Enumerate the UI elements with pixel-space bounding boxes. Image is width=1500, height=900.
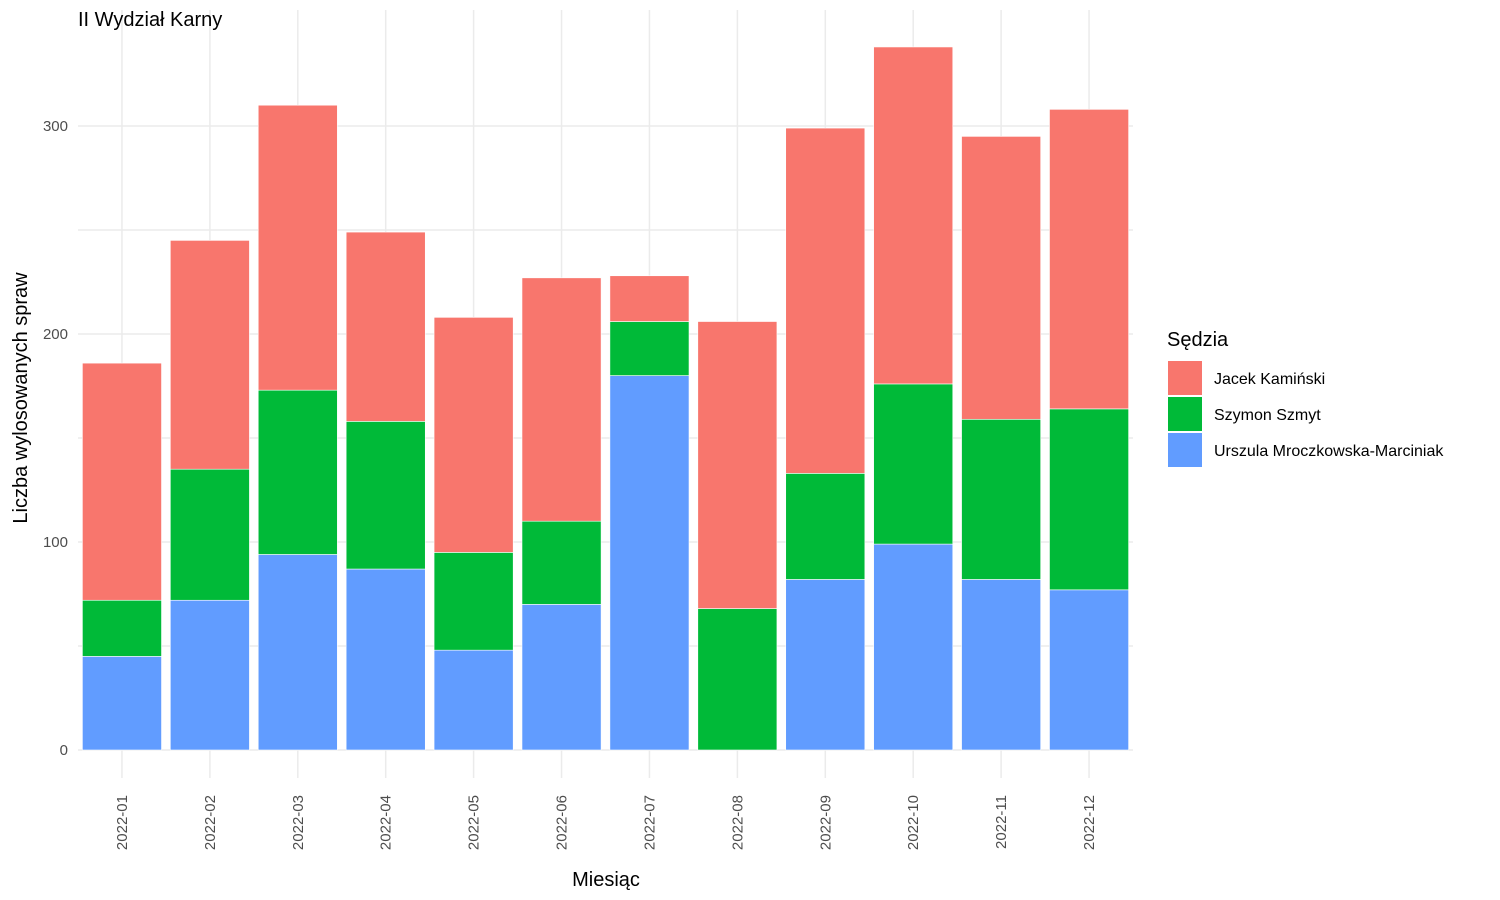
bar-segment	[257, 104, 338, 391]
bar-segment	[1049, 408, 1129, 591]
bar-segment	[785, 579, 866, 751]
x-axis-ticks: 2022-01 2022-02 2022-03 2022-04 2022-05 2022-…	[114, 795, 1098, 850]
x-tick-label: 2022-11	[993, 795, 1010, 849]
y-tick-label: 100	[43, 534, 68, 551]
legend-label: Szymon Szmyt	[1214, 407, 1321, 424]
x-tick-label: 2022-07	[641, 795, 658, 850]
bar-segment	[170, 468, 250, 601]
bar-segment	[521, 604, 602, 751]
x-tick-label: 2022-09	[817, 795, 834, 850]
bar-segment	[82, 656, 162, 751]
bar-segment	[170, 599, 250, 751]
y-tick-label: 300	[43, 118, 68, 135]
legend-swatch	[1168, 361, 1202, 395]
legend: Sędzia Jacek Kamiński Szymon Szmyt Urszula…	[1167, 329, 1444, 467]
bar-segment	[521, 520, 602, 605]
bar-segment	[82, 599, 162, 657]
bar-segment	[1049, 109, 1129, 410]
bars	[82, 46, 1129, 751]
bar-segment	[1049, 589, 1129, 751]
bar-segment	[257, 554, 338, 751]
bar-segment	[170, 240, 250, 470]
x-tick-label: 2022-03	[290, 795, 307, 850]
legend-swatch	[1168, 433, 1202, 467]
legend-title: Sędzia	[1167, 329, 1229, 351]
bar-segment	[697, 321, 778, 609]
bar-segment	[697, 608, 778, 751]
x-tick-label: 2022-06	[554, 795, 571, 850]
bar-segment	[609, 375, 690, 751]
bar-segment	[257, 389, 338, 555]
y-tick-label: 0	[60, 742, 68, 759]
bar-segment	[609, 321, 690, 376]
legend-label: Jacek Kamiński	[1214, 371, 1325, 388]
bar-segment	[82, 362, 162, 601]
bar-segment	[873, 383, 954, 545]
bar-segment	[873, 543, 954, 751]
x-tick-label: 2022-05	[466, 795, 483, 850]
x-tick-label: 2022-01	[114, 795, 131, 850]
bar-segment	[785, 127, 866, 474]
bar-segment	[433, 552, 514, 651]
bar-segment	[521, 277, 602, 522]
legend-label: Urszula Mroczkowska-Marciniak	[1214, 443, 1444, 460]
x-tick-label: 2022-10	[905, 795, 922, 850]
bar-segment	[961, 136, 1041, 420]
x-axis-title: Miesiąc	[572, 869, 640, 891]
bar-segment	[433, 317, 514, 553]
x-tick-label: 2022-04	[378, 795, 395, 850]
legend-swatch	[1168, 397, 1202, 431]
y-axis-title: Liczba wylosowanych spraw	[10, 272, 32, 524]
bar-segment	[961, 579, 1041, 751]
y-axis-ticks: 0 100 200 300	[43, 118, 68, 759]
y-tick-label: 200	[43, 326, 68, 343]
bar-segment	[873, 46, 954, 385]
bar-segment	[345, 421, 426, 570]
bar-segment	[961, 418, 1041, 580]
bar-segment	[609, 275, 690, 322]
bar-segment	[433, 649, 514, 751]
bar-segment	[345, 231, 426, 422]
bar-segment	[345, 568, 426, 751]
x-tick-label: 2022-08	[729, 795, 746, 850]
x-tick-label: 2022-12	[1081, 795, 1098, 850]
chart-title: II Wydział Karny	[78, 9, 222, 31]
bar-segment	[785, 473, 866, 580]
x-tick-label: 2022-02	[202, 795, 219, 850]
